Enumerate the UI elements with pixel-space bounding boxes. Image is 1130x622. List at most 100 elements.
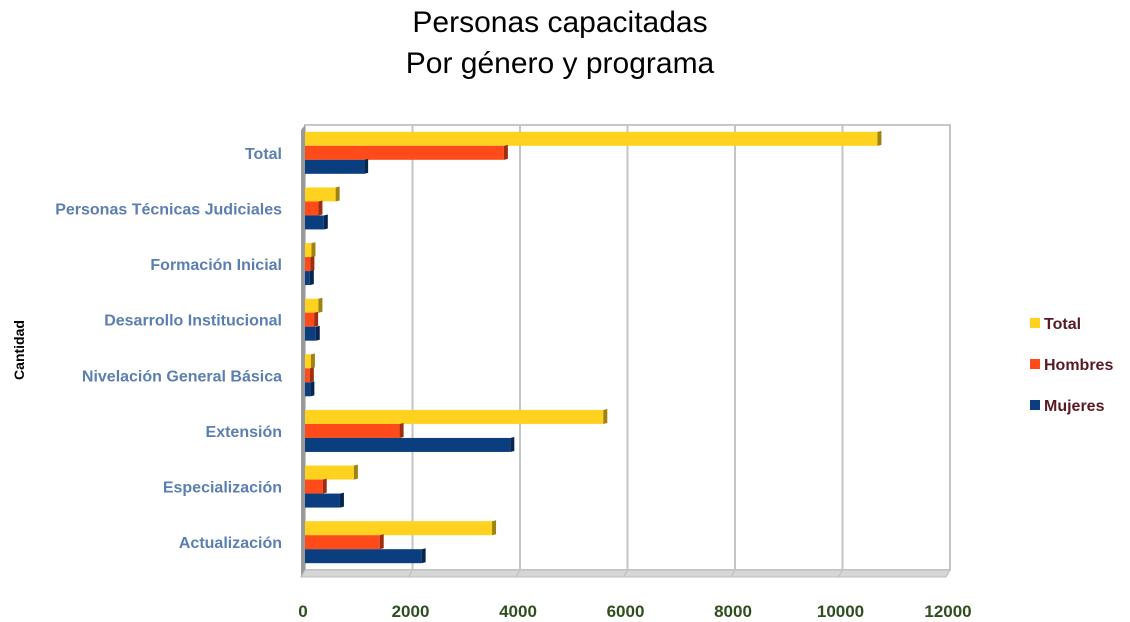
legend: Total Hombres Mujeres: [1030, 316, 1113, 415]
x-tick-label: 10000: [817, 602, 864, 621]
bar-end-cap: [510, 436, 515, 452]
floor-gridline: [730, 569, 736, 578]
bar-face: [305, 521, 493, 536]
bar-end-cap: [339, 492, 344, 508]
legend-label: Total: [1044, 316, 1081, 333]
floor-gridline: [945, 569, 951, 578]
bar-face: [305, 159, 365, 174]
bar: [305, 200, 323, 216]
floor-gridline: [515, 569, 521, 578]
bar-end-cap: [309, 270, 314, 286]
bar: [305, 214, 328, 230]
chart-title: Personas capacitadas Por género y progra…: [406, 6, 715, 80]
bar: [305, 297, 323, 313]
bar: [305, 422, 404, 438]
x-tick-label: 12000: [924, 602, 971, 621]
bar-face: [305, 465, 354, 480]
bar: [305, 311, 319, 327]
category-label: Extensión: [206, 424, 282, 441]
chart-title-line-2: Por género y programa: [406, 47, 715, 80]
category-label: Especialización: [163, 480, 282, 497]
bar-end-cap: [322, 478, 327, 494]
bar-face: [305, 479, 323, 494]
bar-face: [305, 423, 400, 438]
legend-label: Mujeres: [1044, 398, 1105, 415]
bar-face: [305, 493, 340, 508]
plot-side-wall: [301, 125, 305, 577]
x-tick-label: 0: [298, 602, 307, 621]
category-label: Actualización: [179, 535, 282, 552]
floor-gridline: [300, 569, 306, 578]
bar-end-cap: [603, 408, 608, 424]
y-axis-title: Cantidad: [11, 320, 27, 380]
bar-face: [305, 243, 312, 258]
bar-end-cap: [379, 534, 384, 550]
legend-swatch: [1030, 400, 1040, 410]
bar-face: [305, 312, 315, 327]
x-tick-label: 2000: [392, 602, 430, 621]
bar-face: [305, 354, 311, 369]
bar-end-cap: [318, 200, 323, 216]
bar-end-cap: [310, 256, 315, 272]
category-label: Nivelación General Básica: [82, 368, 282, 385]
category-label: Desarrollo Institucional: [104, 313, 282, 330]
bar-face: [305, 549, 422, 564]
bar-end-cap: [310, 353, 315, 369]
floor-gridline: [838, 569, 843, 578]
legend-swatch: [1030, 359, 1040, 369]
bar-face: [305, 298, 319, 313]
bar: [305, 353, 315, 369]
bar-end-cap: [314, 311, 319, 327]
x-tick-label: 6000: [607, 602, 645, 621]
bar-face: [305, 215, 324, 230]
bar: [305, 534, 384, 550]
bar-end-cap: [318, 297, 323, 313]
bar: [305, 492, 344, 508]
bar: [305, 548, 426, 564]
bar-end-cap: [503, 144, 508, 160]
plot-area: 0 2000 4000 6000 8000 10000 12000 Total Personas…: [55, 124, 972, 621]
legend-label: Hombres: [1044, 357, 1113, 374]
bar-end-cap: [421, 548, 426, 564]
bar-end-cap: [399, 422, 404, 438]
bar: [305, 464, 358, 480]
bar-end-cap: [315, 325, 320, 341]
bar-end-cap: [353, 464, 358, 480]
floor-gridline: [408, 569, 413, 578]
bar: [305, 158, 369, 174]
category-label: Total: [245, 146, 282, 163]
bar: [305, 130, 882, 146]
bar: [305, 144, 508, 160]
x-tick-label: 4000: [499, 602, 537, 621]
chart-title-line-1: Personas capacitadas: [412, 6, 707, 39]
bar: [305, 436, 515, 452]
bar: [305, 325, 320, 341]
bar-face: [305, 145, 504, 160]
bar: [305, 242, 316, 258]
bar-face: [305, 409, 604, 424]
bar: [305, 367, 314, 383]
category-label: Formación Inicial: [150, 257, 282, 274]
floor-gridline: [623, 569, 628, 578]
bar-end-cap: [323, 214, 328, 230]
bar-end-cap: [335, 186, 340, 202]
bar-face: [305, 326, 316, 341]
bar-face: [305, 131, 878, 146]
bar-face: [305, 257, 311, 272]
bar-end-cap: [309, 367, 314, 383]
bar-end-cap: [877, 130, 882, 146]
x-tick-label: 8000: [714, 602, 752, 621]
bar-face: [305, 368, 310, 383]
category-label: Personas Técnicas Judiciales: [55, 201, 282, 218]
bar-end-cap: [364, 158, 369, 174]
bar-face: [305, 271, 310, 286]
bar-end-cap: [311, 242, 316, 258]
legend-swatch: [1030, 318, 1040, 328]
bar: [305, 186, 340, 202]
bar-end-cap: [310, 381, 315, 397]
bar: [305, 408, 608, 424]
bar-face: [305, 437, 511, 452]
bar: [305, 270, 314, 286]
bar-face: [305, 201, 319, 216]
